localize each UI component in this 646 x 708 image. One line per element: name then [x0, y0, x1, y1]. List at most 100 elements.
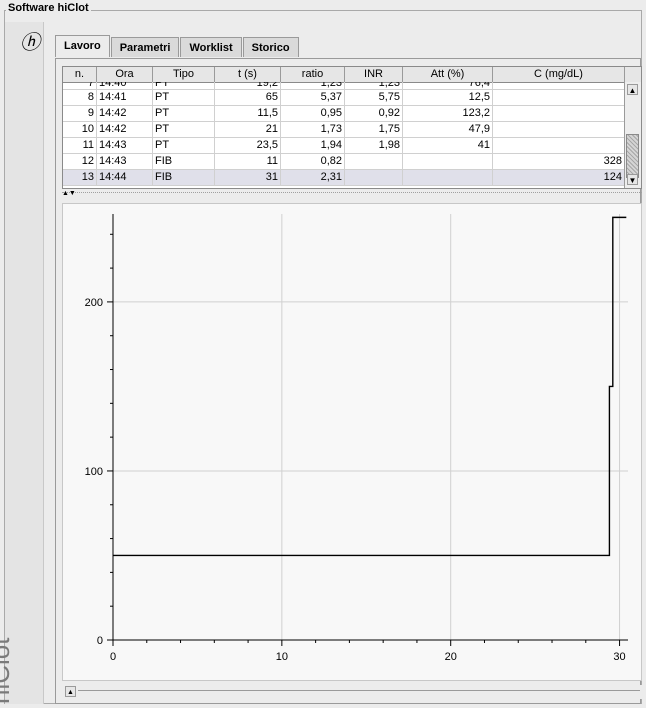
- table-cell-tipo: PT: [153, 90, 215, 105]
- scroll-up-arrow-icon[interactable]: ▲: [627, 84, 638, 95]
- x-tick-label: 30: [613, 651, 625, 663]
- table-cell-c: [493, 90, 625, 105]
- column-header-n[interactable]: n.: [63, 67, 97, 82]
- table-cell-inr: 0,92: [345, 106, 403, 121]
- table-cell-n: 13: [63, 170, 97, 185]
- table-row[interactable]: 7 14:40 PT 19,2 1,23 1,23 76,4: [63, 82, 625, 90]
- table-cell-n: 8: [63, 90, 97, 105]
- table-cell-ratio: 1,23: [281, 82, 345, 89]
- chart-horizontal-scrollbar[interactable]: ▲: [62, 685, 642, 699]
- tab-worklist[interactable]: Worklist: [180, 37, 242, 57]
- table-cell-att: 76,4: [403, 82, 493, 89]
- x-tick-label: 0: [110, 651, 116, 663]
- table-cell-ratio: 2,31: [281, 170, 345, 185]
- table-cell-t: 11,5: [215, 106, 281, 121]
- column-header-att[interactable]: Att (%): [403, 67, 493, 82]
- table-cell-c: [493, 106, 625, 121]
- table-cell-c: [493, 122, 625, 137]
- table-row[interactable]: 11 14:43 PT 23,5 1,94 1,98 41: [63, 138, 625, 154]
- table-cell-ora: 14:42: [97, 122, 153, 137]
- tab-parametri[interactable]: Parametri: [110, 37, 180, 57]
- window-title: Software hiClot: [6, 2, 91, 14]
- table-cell-tipo: FIB: [153, 154, 215, 169]
- table-cell-att: [403, 154, 493, 169]
- table-cell-c: 328: [493, 154, 625, 169]
- table-cell-c: 124: [493, 170, 625, 185]
- table-cell-ora: 14:41: [97, 90, 153, 105]
- table-cell-t: 31: [215, 170, 281, 185]
- table-cell-ratio: 0,82: [281, 154, 345, 169]
- table-cell-tipo: PT: [153, 106, 215, 121]
- table-cell-inr: 5,75: [345, 90, 403, 105]
- clot-curve-line: [113, 216, 627, 557]
- column-header-ora[interactable]: Ora: [97, 67, 153, 82]
- table-cell-ratio: 1,73: [281, 122, 345, 137]
- table-cell-ratio: 5,37: [281, 90, 345, 105]
- results-table: n. Ora Tipo t (s) ratio INR Att (%) C (m…: [62, 66, 642, 189]
- table-cell-ora: 14:43: [97, 154, 153, 169]
- split-divider[interactable]: ▲▼: [62, 190, 642, 199]
- table-cell-inr: [345, 154, 403, 169]
- table-vertical-scrollbar[interactable]: ▲ ▼: [624, 82, 641, 188]
- column-header-ratio[interactable]: ratio: [281, 67, 345, 82]
- table-cell-inr: 1,75: [345, 122, 403, 137]
- table-cell-inr: 1,98: [345, 138, 403, 153]
- table-cell-att: 41: [403, 138, 493, 153]
- column-header-t[interactable]: t (s): [215, 67, 281, 82]
- table-cell-n: 11: [63, 138, 97, 153]
- table-row[interactable]: 8 14:41 PT 65 5,37 5,75 12,5: [63, 90, 625, 106]
- table-cell-att: [403, 170, 493, 185]
- scroll-thumb[interactable]: [626, 134, 639, 178]
- table-cell-ratio: 0,95: [281, 106, 345, 121]
- table-cell-tipo: FIB: [153, 170, 215, 185]
- x-tick-label: 10: [276, 651, 288, 663]
- table-cell-ora: 14:43: [97, 138, 153, 153]
- table-cell-tipo: PT: [153, 82, 215, 89]
- x-tick-label: 20: [445, 651, 457, 663]
- table-cell-c: [493, 82, 625, 89]
- table-cell-n: 12: [63, 154, 97, 169]
- split-arrows-icon[interactable]: ▲▼: [62, 190, 76, 197]
- chart-area: 0 10 20 30 0 100 200: [62, 203, 642, 681]
- y-tick-label: 100: [85, 466, 103, 478]
- table-cell-inr: [345, 170, 403, 185]
- table-cell-t: 23,5: [215, 138, 281, 153]
- table-cell-c: [493, 138, 625, 153]
- h-logo-icon: ⓗ: [20, 30, 40, 54]
- table-cell-inr: 1,23: [345, 82, 403, 89]
- table-cell-t: 11: [215, 154, 281, 169]
- table-cell-tipo: PT: [153, 122, 215, 137]
- table-cell-t: 21: [215, 122, 281, 137]
- tab-storico[interactable]: Storico: [242, 37, 299, 57]
- table-cell-t: 65: [215, 90, 281, 105]
- table-cell-ratio: 1,94: [281, 138, 345, 153]
- column-header-inr[interactable]: INR: [345, 67, 403, 82]
- y-tick-label: 200: [85, 297, 103, 309]
- table-row[interactable]: 9 14:42 PT 11,5 0,95 0,92 123,2: [63, 106, 625, 122]
- table-cell-tipo: PT: [153, 138, 215, 153]
- column-header-tipo[interactable]: Tipo: [153, 67, 215, 82]
- table-cell-att: 47,9: [403, 122, 493, 137]
- table-cell-n: 9: [63, 106, 97, 121]
- table-cell-ora: 14:40: [97, 82, 153, 89]
- scroll-down-arrow-icon[interactable]: ▼: [627, 174, 638, 185]
- y-tick-label: 0: [97, 635, 103, 647]
- sidebar: hiClot: [0, 22, 44, 704]
- tab-lavoro[interactable]: Lavoro: [55, 35, 110, 57]
- scroll-track[interactable]: [78, 690, 640, 691]
- table-row[interactable]: 10 14:42 PT 21 1,73 1,75 47,9: [63, 122, 625, 138]
- scroll-left-arrow-icon[interactable]: ▲: [65, 686, 76, 697]
- table-row[interactable]: 13 14:44 FIB 31 2,31 124: [63, 170, 625, 186]
- table-cell-att: 123,2: [403, 106, 493, 121]
- clot-curve-chart: 0 10 20 30 0 100 200: [85, 214, 628, 663]
- table-cell-att: 12,5: [403, 90, 493, 105]
- brand-text: hiClot: [0, 637, 15, 704]
- table-cell-ora: 14:44: [97, 170, 153, 185]
- table-cell-n: 7: [63, 82, 97, 89]
- table-cell-n: 10: [63, 122, 97, 137]
- column-header-c[interactable]: C (mg/dL): [493, 67, 625, 82]
- table-cell-t: 19,2: [215, 82, 281, 89]
- tab-bar: Lavoro Parametri Worklist Storico: [55, 35, 300, 59]
- table-row[interactable]: 12 14:43 FIB 11 0,82 328: [63, 154, 625, 170]
- table-cell-ora: 14:42: [97, 106, 153, 121]
